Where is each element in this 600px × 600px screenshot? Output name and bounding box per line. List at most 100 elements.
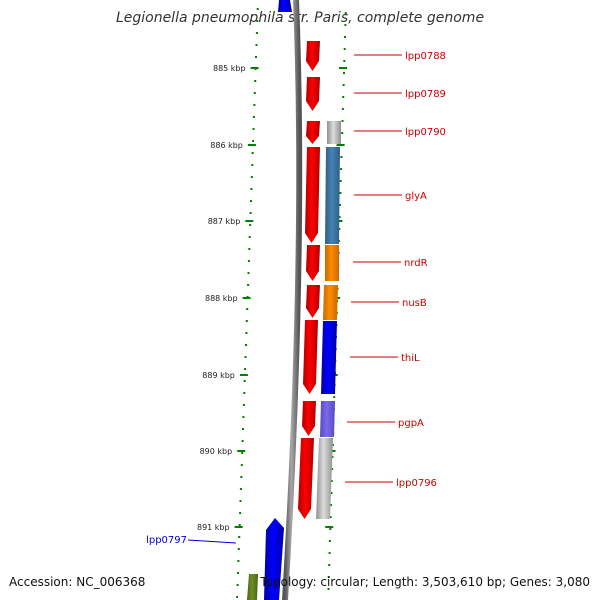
gene-label-lpp0797: lpp0797 xyxy=(146,535,187,546)
tick-label: 886 kbp xyxy=(210,141,243,150)
inner-ruler-dot xyxy=(255,32,258,34)
inner-ruler-dot xyxy=(248,236,251,238)
inner-ruler-dot xyxy=(249,212,252,214)
outer-ruler-dot xyxy=(339,180,342,182)
inner-ruler-dot xyxy=(240,464,243,466)
inner-ruler-dot xyxy=(243,392,246,394)
cog-block-olive xyxy=(247,574,258,600)
inner-ruler-dot xyxy=(242,428,244,430)
outer-ruler-dot xyxy=(343,60,346,62)
gene-features xyxy=(247,0,341,600)
inner-ruler-dot xyxy=(239,488,242,490)
outer-ruler-dot xyxy=(333,396,336,398)
inner-ruler-dot xyxy=(251,164,254,166)
gene-labels: lpp0788 lpp0789 lpp0790 glyA nrdR nusB thiL pgp… xyxy=(146,51,446,546)
inner-ruler-dot xyxy=(245,344,247,346)
tick-label: 888 kbp xyxy=(205,294,238,303)
inner-ruler-dot xyxy=(245,332,248,334)
gene-label-lpp0788: lpp0788 xyxy=(405,51,446,62)
inner-ruler-dot xyxy=(254,80,257,82)
inner-ruler-dot xyxy=(237,548,240,550)
gene-label-nusB: nusB xyxy=(402,298,427,309)
gene-label-lpp0790: lpp0790 xyxy=(405,127,446,138)
gene-label-pgpA: pgpA xyxy=(398,418,424,429)
inner-ruler-dot xyxy=(242,404,245,406)
cog-block-orange xyxy=(325,245,339,281)
outer-ruler-dot xyxy=(328,552,331,554)
outer-ruler-dot xyxy=(330,504,332,506)
inner-ruler-dot xyxy=(237,572,239,574)
tick-label: 889 kbp xyxy=(202,371,235,380)
inner-ruler-dot xyxy=(240,476,243,478)
outer-ruler-dot xyxy=(330,492,333,494)
inner-ruler-dot xyxy=(248,248,251,250)
outer-ruler-dot xyxy=(340,168,343,170)
genome-summary-text: Topology: circular; Length: 3,503,610 bp… xyxy=(260,575,590,589)
outer-ruler-dot xyxy=(328,540,331,542)
inner-ruler-dot xyxy=(251,152,254,154)
inner-ruler-dot xyxy=(255,44,258,46)
inner-ruler-dot xyxy=(250,176,253,178)
inner-ruler-dot xyxy=(242,416,245,418)
inner-ruler-dot xyxy=(256,20,259,22)
tick-label: 885 kbp xyxy=(213,64,246,73)
outer-ruler-dot xyxy=(339,204,341,206)
inner-ruler-dot xyxy=(252,140,255,142)
inner-ruler-dot xyxy=(241,440,244,442)
outer-ruler-dot xyxy=(329,516,332,518)
outer-ruler-dot xyxy=(344,36,346,38)
inner-ruler-dot xyxy=(236,596,239,598)
cds-arrow xyxy=(306,121,320,144)
accession-text: Accession: NC_006368 xyxy=(9,575,146,589)
cds-arrow xyxy=(305,147,320,243)
outer-ruler-dot xyxy=(344,24,347,26)
outer-ruler-dot xyxy=(331,468,334,470)
gene-label-glyA: glyA xyxy=(405,191,427,202)
inner-ruler-dot xyxy=(252,128,255,130)
inner-ruler-dot xyxy=(252,116,255,118)
outer-ruler-dot xyxy=(338,216,341,218)
tick-label: 890 kbp xyxy=(200,447,233,456)
forward-gene-lpp0797 xyxy=(264,518,284,600)
genome-backbone xyxy=(282,0,303,600)
outer-ruler-dot xyxy=(341,132,344,134)
outer-ruler-dot xyxy=(344,12,347,14)
cog-block-gray xyxy=(327,121,341,144)
outer-ruler-dot xyxy=(329,528,332,530)
inner-ruler-dot xyxy=(239,500,242,502)
outer-ruler-dot xyxy=(330,480,333,482)
cog-block-blue xyxy=(321,321,337,394)
inner-ruler-dot xyxy=(244,356,247,358)
cds-arrow xyxy=(306,285,320,318)
inner-ruler-dot xyxy=(238,536,241,538)
inner-ruler-dot xyxy=(237,560,240,562)
inner-ruler-dot xyxy=(239,512,242,514)
inner-ruler-dot xyxy=(249,224,252,226)
inner-ruler-dot xyxy=(250,188,253,190)
cds-arrow xyxy=(306,245,320,281)
gene-label-lpp0796: lpp0796 xyxy=(396,478,437,489)
outer-ruler-dot xyxy=(341,108,344,110)
inner-ruler-dot xyxy=(250,200,252,202)
outer-ruler-dot xyxy=(339,192,342,194)
ruler-ticks: 885 kbp 886 kbp 887 kbp 888 kbp 889 kbp 890 k… xyxy=(197,64,347,532)
inner-ruler-dot xyxy=(238,524,241,526)
inner-ruler-dot xyxy=(255,56,257,58)
inner-ruler-dot xyxy=(247,260,250,262)
cds-arrow xyxy=(303,320,318,394)
inner-ruler-dot xyxy=(245,320,248,322)
inner-ruler-dot xyxy=(253,92,256,94)
cog-block-purple xyxy=(320,401,335,437)
cog-block-orange xyxy=(323,285,338,320)
outer-ruler-dot xyxy=(342,84,345,86)
outer-ruler-dot xyxy=(328,564,331,566)
outer-ruler-dot xyxy=(343,72,345,74)
outer-ruler-dot xyxy=(327,588,330,590)
inner-ruler-dot xyxy=(253,104,256,106)
outer-ruler-dot xyxy=(331,456,334,458)
cog-block-gray xyxy=(316,438,333,519)
outer-ruler-dot xyxy=(340,156,343,158)
gene-label-thiL: thiL xyxy=(401,353,420,364)
outer-ruler-dot xyxy=(327,576,330,578)
